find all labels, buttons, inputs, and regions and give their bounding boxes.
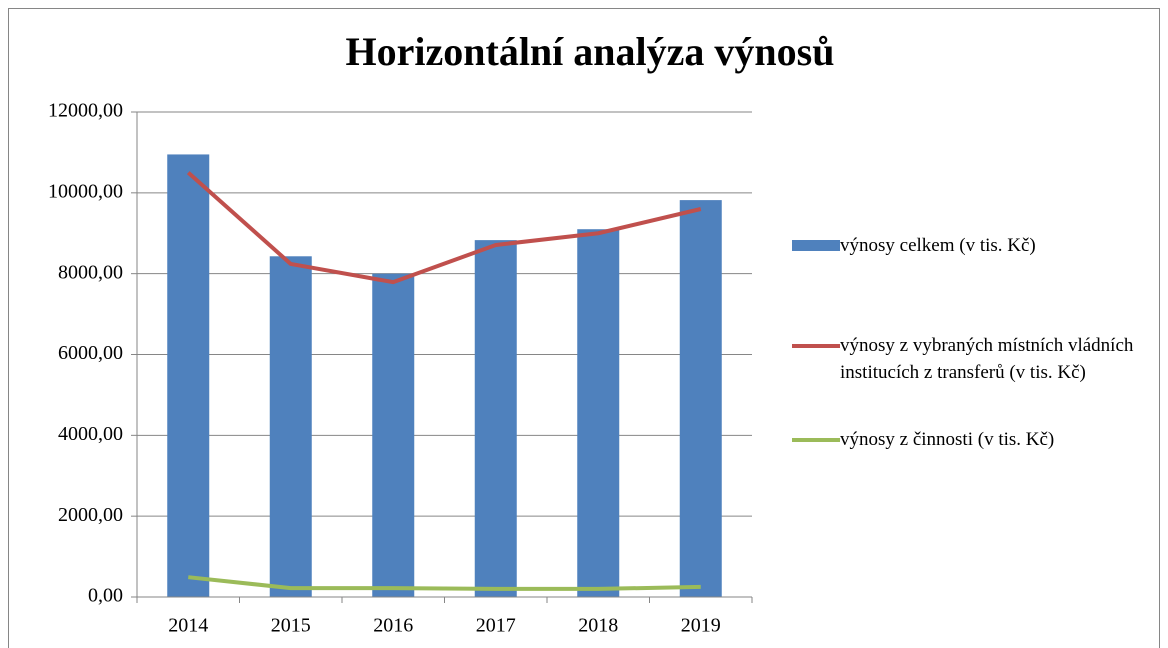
- line: [188, 575, 701, 591]
- x-tick-label: 2017: [476, 615, 516, 637]
- bar: [167, 154, 210, 597]
- y-tick-label: 2000,00: [58, 504, 123, 526]
- y-tick-label: 6000,00: [58, 342, 123, 364]
- legend-swatch: [790, 232, 840, 259]
- legend-swatch: [790, 426, 840, 453]
- chart-title: Horizontální analýza výnosů: [346, 29, 835, 74]
- y-tick-label: 4000,00: [58, 423, 123, 445]
- legend-label: výnosy celkem (v tis. Kč): [840, 235, 1036, 256]
- legend-swatch: [790, 332, 840, 359]
- line: [186, 171, 702, 285]
- x-tick-label: 2014: [168, 615, 208, 637]
- legend-entry: výnosy z činnosti (v tis. Kč): [790, 426, 1150, 453]
- y-tick-label: 12000,00: [48, 100, 123, 122]
- bar: [474, 240, 517, 597]
- legend-label: výnosy z činnosti (v tis. Kč): [840, 429, 1055, 450]
- y-tick-label: 8000,00: [58, 261, 123, 283]
- x-tick-label: 2015: [271, 615, 311, 637]
- x-tick-label: 2019: [681, 615, 721, 637]
- legend-entry: výnosy celkem (v tis. Kč): [790, 232, 1150, 259]
- x-tick-label: 2016: [373, 615, 413, 637]
- bar: [372, 273, 415, 597]
- y-tick-label: 10000,00: [48, 180, 123, 202]
- legend-entry: výnosy z vybraných místních vládních ins…: [790, 332, 1150, 386]
- bar: [269, 256, 312, 597]
- x-tick-label: 2018: [578, 615, 618, 637]
- chart-frame: [8, 8, 1160, 648]
- y-tick-label: 0,00: [88, 585, 123, 607]
- bar: [679, 200, 722, 597]
- bar: [577, 229, 620, 598]
- legend-label: výnosy z vybraných místních vládních ins…: [840, 335, 1134, 383]
